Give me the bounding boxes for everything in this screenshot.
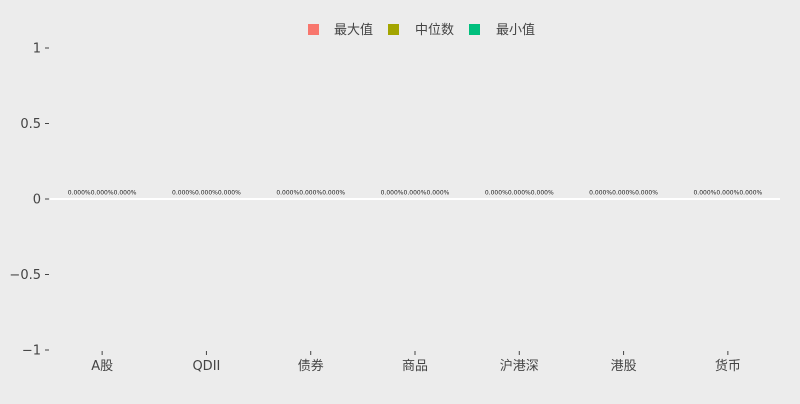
legend-swatch-min bbox=[469, 24, 480, 35]
x-tick-label: 债券 bbox=[298, 358, 324, 374]
data-label: 0.000% bbox=[531, 190, 554, 197]
legend-label-median: 中位数 bbox=[415, 23, 454, 38]
data-label: 0.000% bbox=[508, 190, 531, 197]
x-tick-label: 港股 bbox=[611, 359, 637, 374]
legend-swatch-max bbox=[308, 24, 319, 35]
data-label: 0.000% bbox=[381, 190, 404, 197]
x-tick-label: A股 bbox=[91, 359, 113, 374]
data-label: 0.000% bbox=[739, 190, 762, 197]
legend[interactable]: 最大值 中位数 最小值 bbox=[308, 22, 535, 38]
data-label: 0.000% bbox=[404, 190, 427, 197]
data-label: 0.000% bbox=[589, 190, 612, 197]
data-label: 0.000% bbox=[426, 190, 449, 197]
data-label: 0.000% bbox=[612, 190, 635, 197]
data-label: 0.000% bbox=[91, 190, 114, 197]
data-label: 0.000% bbox=[218, 190, 241, 197]
x-tick-label: QDII bbox=[192, 359, 220, 374]
legend-swatch-median bbox=[388, 24, 399, 35]
legend-label-max: 最大值 bbox=[334, 22, 373, 38]
x-axis: A股 QDII 债券 商品 沪港深 港股 货币 bbox=[91, 351, 741, 374]
y-tick-label: −1 bbox=[22, 344, 41, 359]
y-axis: 1 0.5 0 −0.5 −1 bbox=[9, 42, 49, 359]
y-tick-label: −0.5 bbox=[9, 268, 41, 283]
data-label: 0.000% bbox=[485, 190, 508, 197]
data-label: 0.000% bbox=[322, 190, 345, 197]
legend-label-min: 最小值 bbox=[496, 22, 535, 38]
data-label: 0.000% bbox=[716, 190, 739, 197]
y-tick-label: 0.5 bbox=[20, 117, 41, 132]
x-tick-label: 沪港深 bbox=[500, 358, 539, 374]
y-tick-label: 0 bbox=[33, 193, 41, 208]
data-label: 0.000% bbox=[195, 190, 218, 197]
data-labels: 0.000% 0.000% 0.000% 0.000% 0.000% 0.000% 0.00… bbox=[68, 190, 763, 197]
x-tick-label: 货币 bbox=[715, 358, 741, 374]
data-label: 0.000% bbox=[299, 190, 322, 197]
x-tick-label: 商品 bbox=[402, 359, 428, 374]
data-label: 0.000% bbox=[635, 190, 658, 197]
data-label: 0.000% bbox=[172, 190, 195, 197]
data-label: 0.000% bbox=[68, 190, 91, 197]
data-label: 0.000% bbox=[276, 190, 299, 197]
y-tick-label: 1 bbox=[33, 42, 41, 57]
data-label: 0.000% bbox=[114, 190, 137, 197]
data-label: 0.000% bbox=[693, 190, 716, 197]
